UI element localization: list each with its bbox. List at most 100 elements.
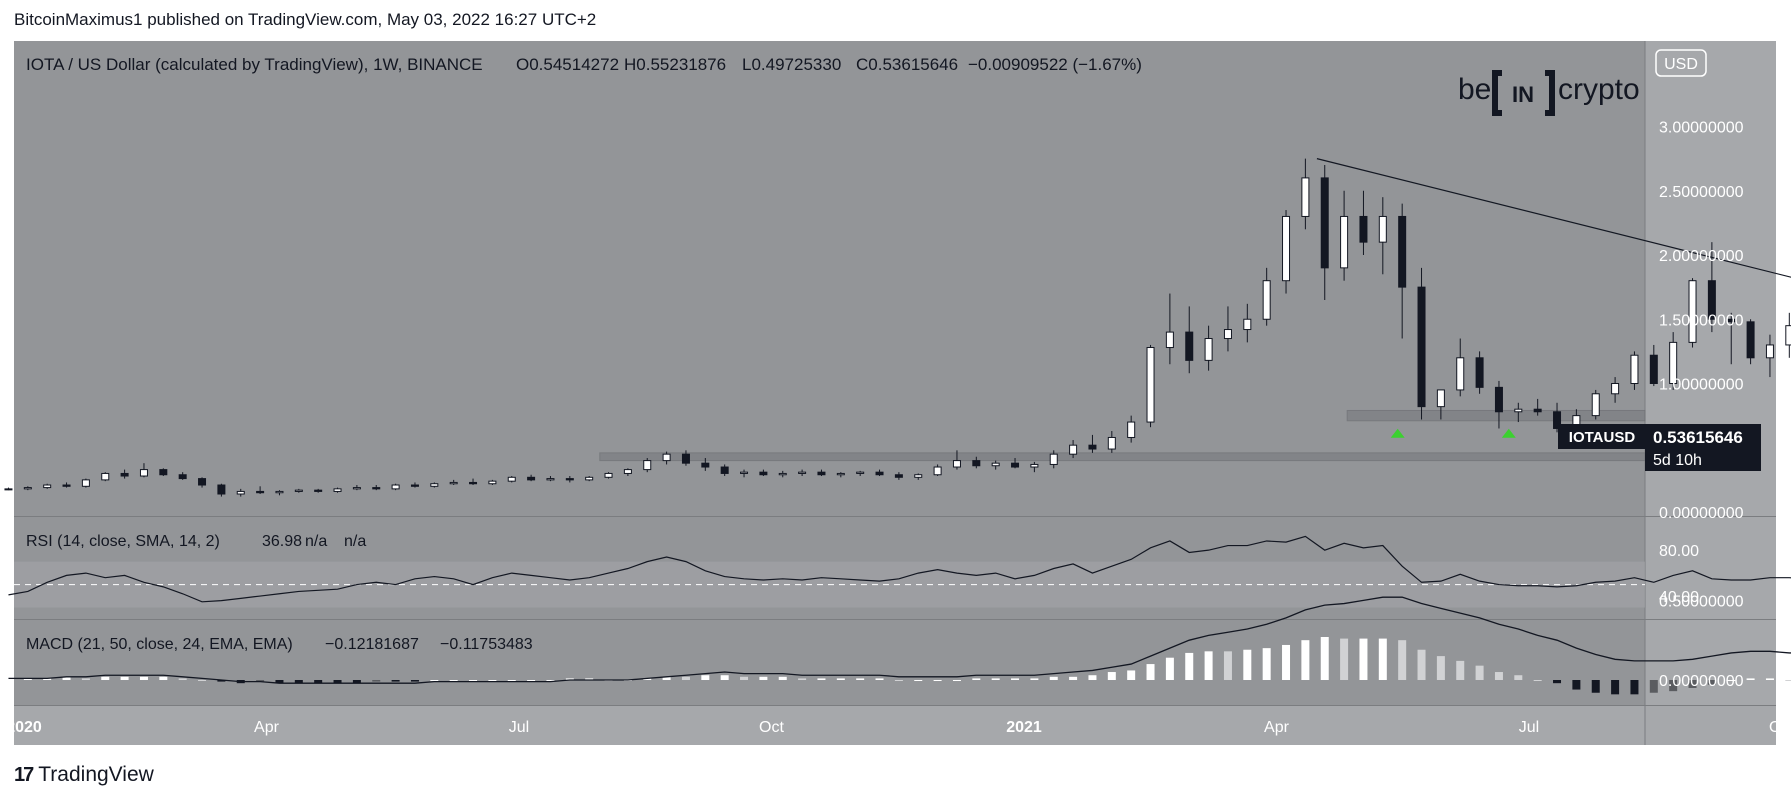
macd-histogram-bar — [178, 678, 187, 680]
descending-trendline — [1316, 158, 1791, 278]
macd-histogram-bar — [527, 680, 536, 681]
candle-body — [1591, 393, 1600, 417]
candle-body — [681, 453, 690, 464]
macd-histogram-bar — [62, 676, 71, 680]
candle-body — [546, 478, 555, 481]
support-band — [599, 452, 1646, 462]
macd-axis-label: 0.00000000 — [1659, 673, 1744, 690]
candle-body — [1611, 383, 1620, 395]
macd-histogram-bar — [1069, 676, 1078, 680]
candle-body — [4, 488, 13, 491]
candle-body — [1765, 344, 1774, 359]
time-axis-label: Jul — [509, 719, 529, 736]
candle-body — [410, 484, 419, 487]
macd-histogram-bar — [294, 680, 303, 684]
candle-body — [1456, 357, 1465, 391]
legend-symbol: IOTA / US Dollar (calculated by TradingV… — [26, 55, 483, 74]
rsi-label: RSI (14, close, SMA, 14, 2) — [26, 533, 220, 550]
macd-histogram-bar — [1494, 672, 1503, 680]
tradingview-footer[interactable]: 17 TradingView — [14, 763, 154, 787]
candle-body — [1243, 318, 1252, 331]
macd-histogram-bar — [991, 678, 1000, 680]
macd-histogram-bar — [314, 680, 323, 684]
beincrypto-logo: be IN crypto — [1458, 70, 1640, 116]
candle-body — [1204, 338, 1213, 361]
macd-histogram-bar — [894, 680, 903, 681]
macd-histogram-bar — [507, 680, 516, 681]
logo-in: IN — [1512, 82, 1534, 107]
candle-body — [1359, 215, 1368, 243]
macd-histogram-bar — [139, 676, 148, 680]
legend-close: C0.53615646 — [856, 55, 958, 74]
last-price-tag[interactable]: IOTAUSD 0.53615646 5d 10h — [1558, 424, 1761, 471]
legend-low: L0.49725330 — [742, 55, 841, 74]
macd-histogram-bar — [1398, 640, 1407, 680]
candle-body — [1398, 215, 1407, 288]
candle-body — [759, 471, 768, 476]
macd-histogram-bar — [1727, 680, 1736, 681]
rsi-na-1: n/a — [305, 533, 327, 550]
macd-histogram-bar — [1165, 657, 1174, 680]
macd-histogram-bar — [159, 676, 168, 680]
macd-histogram-bar — [740, 676, 749, 680]
macd-histogram-bar — [120, 676, 129, 680]
time-axis-label: Apr — [254, 719, 280, 736]
macd-histogram-bar — [1611, 680, 1620, 695]
macd-histogram-bar — [1785, 680, 1791, 681]
candle-body — [43, 484, 52, 489]
macd-histogram-bar — [391, 680, 400, 682]
candle-body — [1185, 331, 1194, 361]
candle-body — [565, 478, 574, 481]
time-axis-label: Jul — [1519, 719, 1539, 736]
macd-axis-bg — [1645, 620, 1776, 705]
rsi-na-2: n/a — [344, 533, 366, 550]
macd-histogram-bar — [352, 680, 361, 684]
candle-body — [1011, 462, 1020, 468]
candle-body — [701, 462, 710, 468]
candle-body — [159, 469, 168, 476]
candle-body — [469, 481, 478, 485]
candle-body — [1340, 215, 1349, 269]
macd-histogram-bar — [1707, 680, 1716, 685]
macd-histogram-bar — [546, 680, 555, 681]
candle-body — [430, 483, 439, 487]
legend-high: H0.55231876 — [624, 55, 726, 74]
macd-histogram-bar — [1262, 648, 1271, 680]
candle-body — [1088, 444, 1097, 450]
time-axis-bg — [14, 706, 1776, 745]
price-axis-label: 2.50000000 — [1659, 184, 1744, 201]
macd-histogram-bar — [23, 678, 32, 680]
candle-body — [1223, 329, 1232, 340]
candle-body — [1707, 280, 1716, 320]
candle-body — [1494, 386, 1503, 413]
macd-histogram-bar — [972, 678, 981, 680]
candle-body — [217, 484, 226, 495]
candle-body — [1727, 318, 1736, 323]
logo-be: be — [1458, 73, 1491, 106]
candle-body — [23, 487, 32, 490]
macd-histogram-bar — [1553, 680, 1562, 684]
time-axis-label: Apr — [1264, 719, 1290, 736]
candle-body — [1688, 280, 1697, 343]
candle-body — [604, 472, 613, 478]
macd-histogram-bar — [720, 675, 729, 680]
macd-histogram-bar — [1030, 678, 1039, 680]
macd-histogram-bar — [488, 680, 497, 681]
candle-body — [488, 480, 497, 485]
candle-body — [1785, 325, 1791, 346]
macd-histogram-bar — [1630, 680, 1639, 695]
candle-body — [1165, 331, 1174, 349]
candle-body — [1127, 421, 1136, 438]
candle-body — [391, 484, 400, 490]
candle-body — [333, 488, 342, 492]
macd-histogram-bar — [933, 680, 942, 681]
candle-body — [507, 476, 516, 482]
candle-body — [836, 472, 845, 476]
macd-histogram-bar — [1591, 680, 1600, 693]
candle-body — [352, 487, 361, 490]
macd-histogram-bar — [1146, 664, 1155, 680]
macd-histogram-bar — [1301, 640, 1310, 680]
candle-body — [62, 484, 71, 487]
currency-badge[interactable] — [1655, 49, 1707, 77]
